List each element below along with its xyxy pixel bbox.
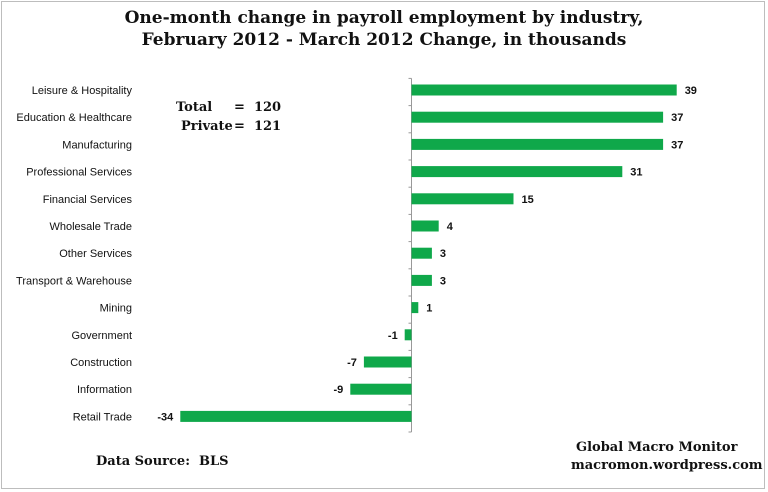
category-label-mining: Mining [100,303,132,315]
value-label-construction: -7 [347,357,357,369]
bar-professional-services [411,166,623,178]
category-label-information: Information [77,384,132,396]
data-source: Data Source: BLS [96,454,229,469]
chart-title-line2: February 2012 - March 2012 Change, in th… [141,30,627,50]
credit-url: macromon.wordpress.com [571,458,763,473]
value-label-information: -9 [334,384,344,396]
bar-information [350,383,412,395]
value-label-education-and-healthcare: 37 [671,112,683,124]
bar-other-services [411,247,432,259]
category-label-construction: Construction [70,357,132,369]
category-label-wholesale-trade: Wholesale Trade [49,221,132,233]
private-value: = 121 [234,119,282,134]
bar-transport-and-warehouse [411,274,432,286]
total-label: Total [176,100,213,115]
category-label-education-and-healthcare: Education & Healthcare [16,112,132,124]
value-label-wholesale-trade: 4 [447,221,454,233]
total-value: = 120 [234,100,282,115]
category-label-government: Government [71,330,132,342]
bar-mining [411,302,419,314]
bar-retail-trade [180,410,412,422]
bar-education-and-healthcare [411,111,664,123]
category-label-financial-services: Financial Services [43,194,133,206]
bar-wholesale-trade [411,220,439,232]
bar-financial-services [411,193,514,205]
private-label: Private [181,119,233,134]
value-label-financial-services: 15 [522,194,534,206]
bar-leisure-and-hospitality [411,84,677,96]
category-label-manufacturing: Manufacturing [62,139,132,151]
category-label-professional-services: Professional Services [26,167,132,179]
category-label-transport-and-warehouse: Transport & Warehouse [16,275,132,287]
bar-manufacturing [411,138,664,150]
value-label-professional-services: 31 [630,167,642,179]
bar-government [404,329,412,341]
bar-construction [363,356,412,368]
value-label-retail-trade: -34 [157,411,174,423]
value-label-transport-and-warehouse: 3 [440,275,446,287]
value-label-leisure-and-hospitality: 39 [685,85,697,97]
category-label-leisure-and-hospitality: Leisure & Hospitality [32,85,133,97]
category-label-other-services: Other Services [59,248,132,260]
value-label-manufacturing: 37 [671,139,683,151]
category-label-retail-trade: Retail Trade [73,411,132,423]
value-label-other-services: 3 [440,248,446,260]
value-label-government: -1 [388,330,398,342]
credit-name: Global Macro Monitor [576,440,738,455]
value-label-mining: 1 [426,303,432,315]
chart-title-line1: One-month change in payroll employment b… [124,8,644,28]
